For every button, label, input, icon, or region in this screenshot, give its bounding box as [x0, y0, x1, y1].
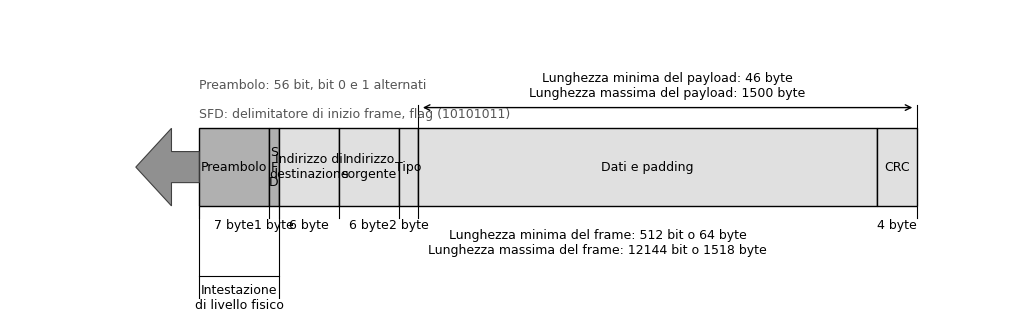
Bar [199, 128, 269, 206]
Bar [877, 128, 917, 206]
Text: SFD: delimitatore di inizio frame, flag (10101011): SFD: delimitatore di inizio frame, flag … [199, 108, 510, 121]
Text: Preambolo: Preambolo [201, 161, 267, 174]
Text: CRC: CRC [884, 161, 909, 174]
Text: Lunghezza minima del frame: 512 bit o 64 byte
Lunghezza massima del frame: 12144: Lunghezza minima del frame: 512 bit o 64… [429, 229, 767, 257]
Text: 6 byte: 6 byte [288, 219, 328, 232]
Text: Lunghezza minima del payload: 46 byte
Lunghezza massima del payload: 1500 byte: Lunghezza minima del payload: 46 byte Lu… [530, 72, 806, 100]
Text: Indirizzo di
destinazione: Indirizzo di destinazione [269, 153, 349, 181]
Text: 6 byte: 6 byte [349, 219, 389, 232]
Text: 1 byte: 1 byte [254, 219, 294, 232]
Bar [279, 128, 339, 206]
Text: Intestazione
di livello fisico: Intestazione di livello fisico [194, 284, 283, 311]
Text: 7 byte: 7 byte [214, 219, 254, 232]
Bar [418, 128, 877, 206]
Text: Dati e padding: Dati e padding [602, 161, 694, 174]
Text: 2 byte: 2 byte [389, 219, 429, 232]
Bar [399, 128, 418, 206]
Text: 4 byte: 4 byte [877, 219, 917, 232]
Bar [339, 128, 399, 206]
Bar [269, 128, 279, 206]
Text: Preambolo: 56 bit, bit 0 e 1 alternati: Preambolo: 56 bit, bit 0 e 1 alternati [199, 79, 427, 92]
Text: Indirizzo
sorgente: Indirizzo sorgente [341, 153, 396, 181]
Text: Tipo: Tipo [395, 161, 421, 174]
Polygon shape [136, 128, 199, 206]
Text: S
F
D: S F D [269, 145, 279, 188]
